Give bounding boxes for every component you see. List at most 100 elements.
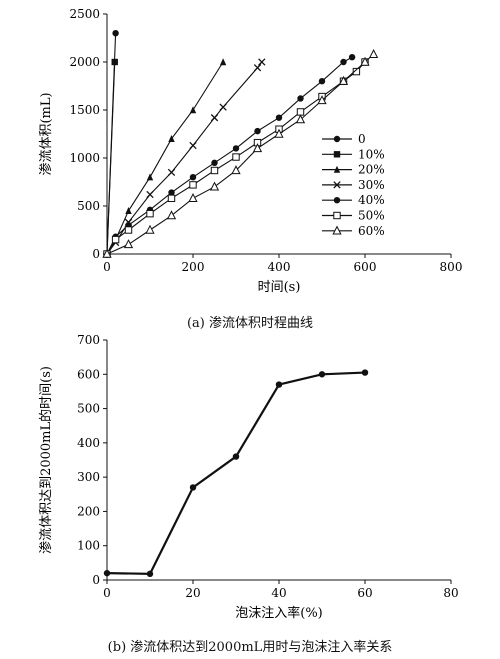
series-0: [103, 369, 369, 578]
data-point: [368, 49, 379, 59]
data-point: [231, 165, 241, 175]
legend-label: 40%: [358, 193, 385, 207]
chart-b: 0 20 40 60 80 0 100 200 300 400 500 600 700 泡沫注入率(%) 渗…: [38, 333, 459, 621]
data-point: [219, 58, 227, 66]
data-point: [209, 181, 220, 191]
data-point: [166, 210, 177, 220]
data-point: [146, 570, 154, 578]
legend-label: 20%: [358, 163, 385, 177]
x-tick-label: 0: [103, 586, 111, 600]
x-tick-label: 400: [268, 260, 291, 274]
data-point: [232, 453, 240, 460]
data-point: [252, 143, 263, 153]
data-point: [123, 239, 134, 249]
data-point: [145, 224, 155, 234]
data-point: [275, 381, 283, 388]
data-point: [232, 153, 240, 161]
data-point: [275, 114, 283, 121]
y-tick-label: 1500: [69, 103, 100, 117]
data-point: [167, 168, 176, 177]
data-point: [189, 174, 197, 181]
data-point: [338, 75, 349, 85]
data-point: [189, 181, 197, 189]
y-tick-label: 100: [77, 539, 100, 553]
legend-marker: [333, 181, 341, 189]
caption-b: (b) 渗流体积达到2000mL用时与泡沫注入率关系: [107, 640, 393, 655]
data-point: [219, 103, 227, 111]
y-tick-label: 300: [77, 470, 100, 484]
legend-label: 30%: [358, 178, 385, 192]
y-tick-label: 600: [77, 367, 100, 381]
data-point: [146, 209, 154, 218]
data-point: [352, 67, 361, 76]
y-tick-label: 500: [77, 199, 100, 213]
legend-marker: [333, 165, 341, 173]
y-tick-label: 500: [77, 402, 100, 416]
data-point: [188, 193, 198, 203]
series-line: [106, 61, 224, 255]
series-4: [103, 54, 356, 258]
data-point: [189, 484, 197, 491]
data-point: [111, 58, 118, 66]
data-point: [189, 106, 197, 114]
data-point: [361, 369, 369, 376]
legend-label: 0: [358, 132, 366, 146]
x-tick-label: 80: [443, 586, 458, 600]
data-point: [112, 30, 119, 37]
legend-label: 50%: [358, 209, 385, 223]
data-point: [210, 114, 219, 122]
data-point: [360, 56, 370, 66]
data-point: [232, 145, 240, 152]
data-point: [189, 141, 197, 150]
data-point: [146, 173, 154, 181]
legend-marker: [333, 151, 341, 158]
y-tick-label: 2000: [69, 55, 100, 69]
x-tick-label: 800: [440, 260, 463, 274]
series-line: [106, 371, 366, 575]
data-point: [102, 248, 112, 258]
data-point: [168, 135, 175, 142]
x-tick-label: 40: [271, 586, 286, 600]
x-tick-label: 20: [185, 586, 200, 600]
caption-a: (a) 渗流体积时程曲线: [186, 316, 314, 331]
legend-marker: [332, 225, 342, 235]
data-point: [211, 159, 218, 166]
data-point: [124, 226, 133, 234]
y-tick-label: 200: [77, 504, 100, 518]
x-tick-label: 0: [103, 260, 111, 274]
data-point: [317, 95, 327, 105]
y-axis-label: 渗流体积达到2000mL的时间(s): [38, 366, 54, 554]
x-axis-label: 时间(s): [258, 280, 301, 295]
data-point: [125, 207, 132, 214]
data-point: [168, 189, 175, 196]
chart-a: 0 200 400 600 800 0 500 1000 1500 2000 2500 时间(s) 渗流…: [39, 7, 463, 295]
y-tick-label: 1000: [69, 151, 100, 165]
series-5: [103, 58, 369, 258]
data-point: [297, 95, 304, 102]
data-point: [295, 114, 306, 124]
series-2: [103, 58, 227, 258]
x-tick-label: 60: [357, 586, 372, 600]
data-point: [318, 78, 326, 85]
x-tick-label: 200: [182, 260, 205, 274]
data-point: [340, 58, 347, 66]
data-point: [274, 128, 284, 138]
y-tick-label: 400: [77, 436, 100, 450]
data-point: [103, 569, 111, 577]
data-point: [111, 235, 120, 244]
legend-label: 10%: [358, 147, 385, 161]
series-line: [106, 61, 263, 255]
data-point: [210, 166, 219, 175]
data-point: [253, 64, 262, 72]
y-tick-label: 2500: [69, 7, 100, 21]
series-line: [106, 56, 353, 255]
data-point: [254, 127, 261, 135]
x-axis-label: 泡沫注入率(%): [235, 605, 323, 621]
legend-marker: [333, 197, 341, 204]
y-tick-label: 0: [92, 573, 100, 587]
data-point: [258, 58, 266, 66]
data-point: [318, 371, 326, 378]
data-point: [146, 190, 154, 199]
data-point: [296, 108, 305, 116]
legend-label: 60%: [358, 224, 385, 238]
